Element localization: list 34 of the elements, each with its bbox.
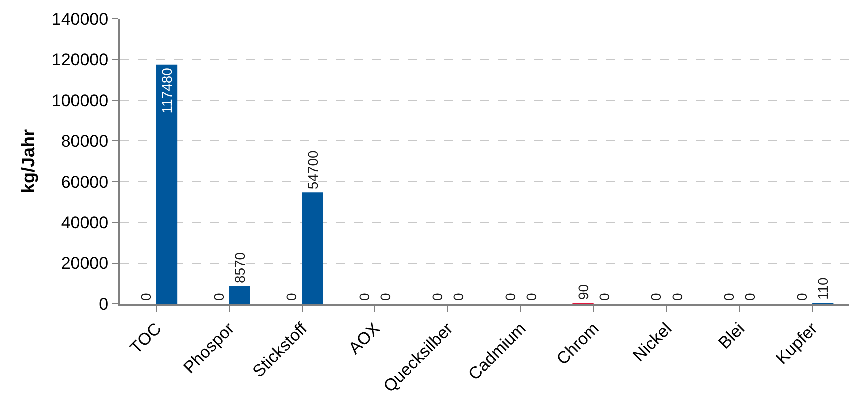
y-tick-label: 20000 xyxy=(61,254,109,274)
bar xyxy=(156,64,178,304)
data-label: 0 xyxy=(596,293,612,301)
y-axis-title: kg/Jahr xyxy=(18,129,39,194)
y-tick-label: 60000 xyxy=(61,172,109,192)
data-label: 90 xyxy=(575,284,592,300)
bar xyxy=(229,286,250,304)
data-label: 117480 xyxy=(159,68,176,114)
data-label: 0 xyxy=(210,293,227,301)
data-label: 0 xyxy=(794,293,810,301)
y-tick-label: 140000 xyxy=(52,10,109,29)
data-label: 0 xyxy=(648,293,664,301)
data-label: 8570 xyxy=(232,252,248,284)
data-label: 0 xyxy=(138,293,154,301)
data-label: 0 xyxy=(742,293,758,301)
data-label: 0 xyxy=(502,293,518,301)
data-label: 0 xyxy=(356,293,373,301)
x-tick-label: TOC xyxy=(126,319,166,358)
bar xyxy=(302,192,324,304)
y-tick-label: 120000 xyxy=(52,50,109,70)
data-label: 54700 xyxy=(304,150,321,190)
y-tick-label: 80000 xyxy=(61,132,109,152)
data-label: 0 xyxy=(378,293,394,301)
data-label: 0 xyxy=(429,293,446,301)
data-label: 0 xyxy=(450,293,467,301)
data-label: 0 xyxy=(669,293,686,301)
y-tick-label: 100000 xyxy=(52,91,109,110)
data-label: 0 xyxy=(524,293,540,301)
x-tick-label: Blei xyxy=(715,319,748,353)
data-label: 110 xyxy=(815,277,832,300)
y-tick-label: 40000 xyxy=(61,214,109,233)
y-tick-label: 0 xyxy=(99,294,109,314)
data-label: 0 xyxy=(721,293,738,301)
data-label: 0 xyxy=(284,293,300,301)
